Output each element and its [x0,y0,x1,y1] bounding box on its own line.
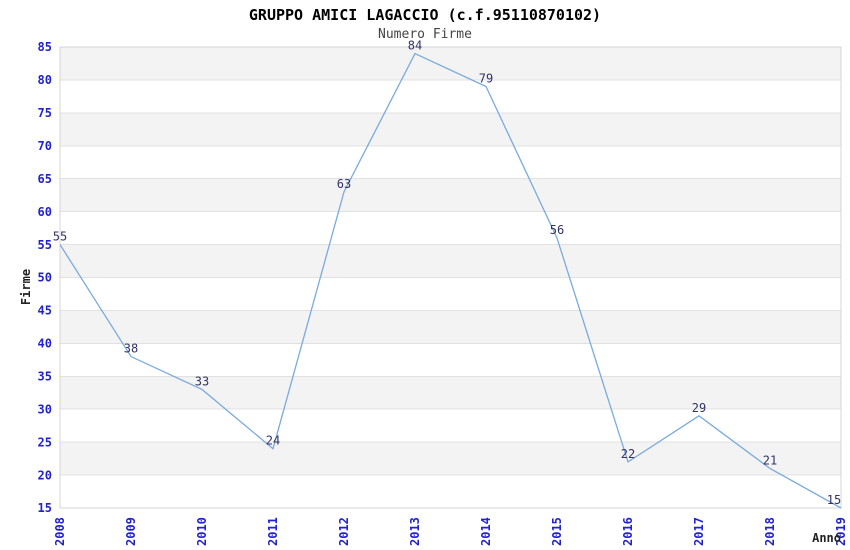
y-tick-label: 20 [38,468,52,482]
x-tick-label: 2017 [692,517,706,546]
data-point-label: 15 [827,493,841,507]
grid-band [60,112,841,146]
grid-band [60,442,841,476]
data-point-label: 63 [337,177,351,191]
chart-subtitle: Numero Firme [378,27,472,42]
grid-band [60,376,841,410]
y-tick-label: 30 [38,402,52,416]
data-point-label: 79 [479,72,493,86]
y-tick-label: 35 [38,369,52,383]
x-tick-label: 2012 [337,517,351,546]
y-tick-label: 55 [38,238,52,252]
x-tick-label: 2016 [621,517,635,546]
grid-band [60,310,841,344]
x-tick-label: 2015 [550,517,564,546]
data-point-label: 24 [266,434,280,448]
x-tick-label: 2011 [266,517,280,546]
x-tick-label: 2018 [763,517,777,546]
data-point-label: 29 [692,401,706,415]
y-tick-label: 75 [38,106,52,120]
grid-band [60,178,841,212]
grid-band [60,244,841,278]
data-point-label: 38 [124,342,138,356]
data-point-label: 84 [408,39,422,53]
y-tick-label: 60 [38,205,52,219]
data-point-label: 21 [763,453,777,467]
data-point-label: 55 [53,230,67,244]
y-tick-label: 80 [38,73,52,87]
y-tick-label: 40 [38,337,52,351]
y-tick-label: 70 [38,139,52,153]
plot-border [59,46,842,509]
data-line [59,52,842,509]
data-point-label: 33 [195,374,209,388]
y-tick-label: 25 [38,435,52,449]
x-tick-label: 2019 [834,517,848,546]
data-point-label: 56 [550,223,564,237]
y-tick-label: 50 [38,271,52,285]
data-point-label: 22 [621,447,635,461]
y-tick-label: 15 [38,501,52,515]
x-axis-label: Anno [812,531,841,545]
grid-band [60,47,841,80]
x-tick-label: 2008 [53,517,67,546]
chart-title: GRUPPO AMICI LAGACCIO (c.f.95110870102) [248,6,602,24]
x-tick-label: 2009 [124,517,138,546]
x-tick-label: 2010 [195,517,209,546]
x-tick-label: 2014 [479,517,493,546]
x-tick-label: 2013 [408,517,422,546]
y-tick-label: 85 [38,40,52,54]
y-tick-label: 45 [38,304,52,318]
y-tick-label: 65 [38,172,52,186]
